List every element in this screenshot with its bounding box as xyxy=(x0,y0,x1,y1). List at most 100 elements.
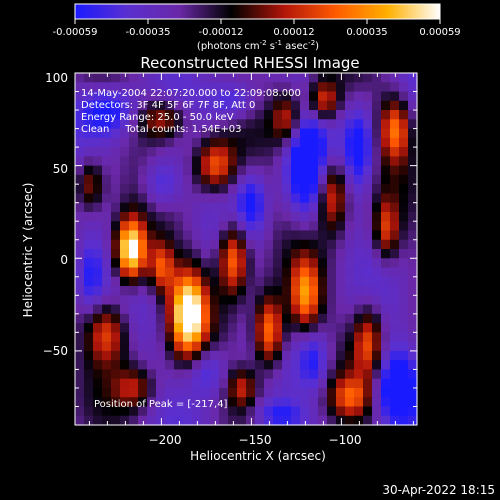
heatmap-cell xyxy=(345,249,355,259)
heatmap-cell xyxy=(75,137,85,148)
heatmap-cell xyxy=(210,313,220,324)
heatmap-cell xyxy=(210,100,220,111)
heatmap-cell xyxy=(138,249,148,259)
heatmap-cell xyxy=(354,267,364,278)
heatmap-cell xyxy=(156,350,166,361)
heatmap-cell xyxy=(408,100,418,111)
heatmap-cell xyxy=(354,211,364,222)
heatmap-cell xyxy=(363,100,373,111)
heatmap-cell xyxy=(192,378,202,389)
heatmap-cell xyxy=(273,156,283,167)
colorbar-ticks xyxy=(74,19,441,24)
heatmap-cell xyxy=(372,323,382,333)
heatmap-cell xyxy=(309,239,319,250)
heatmap-cell xyxy=(390,165,400,176)
heatmap-cell xyxy=(381,174,391,185)
heatmap-cell xyxy=(111,147,121,157)
heatmap-cell xyxy=(93,313,103,324)
heatmap-cell xyxy=(183,156,193,167)
heatmap-cell xyxy=(390,360,400,371)
heatmap-cell xyxy=(381,82,391,93)
heatmap-cell xyxy=(363,110,373,120)
heatmap-cell xyxy=(129,239,139,250)
heatmap-cell xyxy=(291,147,301,157)
heatmap-cell xyxy=(264,174,274,185)
heatmap-cell xyxy=(273,387,283,398)
heatmap-cell xyxy=(399,276,409,287)
heatmap-cell xyxy=(408,147,418,157)
heatmap-cell xyxy=(75,415,85,426)
heatmap-cell xyxy=(120,350,130,361)
heatmap-cell xyxy=(291,304,301,315)
heatmap-cell xyxy=(138,137,148,148)
heatmap-cell xyxy=(381,100,391,111)
heatmap-cell xyxy=(300,165,310,176)
heatmap-cell xyxy=(228,406,238,417)
colorbar-units: (photons cm-2 s-1 asec-2) xyxy=(197,39,319,52)
heatmap-cell xyxy=(102,91,112,102)
heatmap-cell xyxy=(399,369,409,380)
heatmap-cell xyxy=(138,91,148,102)
heatmap-cell xyxy=(408,360,418,371)
heatmap-cell xyxy=(75,267,85,278)
heatmap-cell xyxy=(264,267,274,278)
heatmap-cell xyxy=(345,202,355,213)
heatmap-cell xyxy=(354,73,364,83)
heatmap-cell xyxy=(408,350,418,361)
heatmap-cell xyxy=(84,73,94,83)
heatmap-cell xyxy=(264,313,274,324)
heatmap-cell xyxy=(381,387,391,398)
heatmap-cell xyxy=(102,137,112,148)
heatmap-cell xyxy=(255,295,265,306)
heatmap-cell xyxy=(327,360,337,371)
heatmap-cell xyxy=(228,397,238,408)
heatmap-cell xyxy=(372,406,382,417)
heatmap-cell xyxy=(300,193,310,204)
heatmap-cell xyxy=(372,100,382,111)
heatmap-cell xyxy=(129,286,139,296)
heatmap-cell xyxy=(129,82,139,93)
heatmap-cell xyxy=(156,82,166,93)
heatmap-cell xyxy=(363,323,373,333)
heatmap-cell xyxy=(84,332,94,343)
heatmap-cell xyxy=(399,323,409,333)
heatmap-cell xyxy=(201,304,211,315)
heatmap-cell xyxy=(201,295,211,306)
heatmap-cell xyxy=(210,406,220,417)
footer-timestamp: 30-Apr-2022 18:15 xyxy=(382,483,495,497)
heatmap-cell xyxy=(345,239,355,250)
heatmap-cell xyxy=(120,341,130,352)
heatmap-cell xyxy=(282,147,292,157)
heatmap-cell xyxy=(237,165,247,176)
heatmap-cell xyxy=(246,202,256,213)
heatmap-cell xyxy=(84,397,94,408)
heatmap-cell xyxy=(210,137,220,148)
heatmap-cell xyxy=(228,174,238,185)
heatmap-cell xyxy=(111,221,121,232)
heatmap-cell xyxy=(399,415,409,426)
heatmap-cell xyxy=(327,397,337,408)
heatmap-cell xyxy=(237,378,247,389)
heatmap-cell xyxy=(102,369,112,380)
heatmap-cell xyxy=(102,110,112,120)
heatmap-cell xyxy=(345,119,355,130)
heatmap-cell xyxy=(345,267,355,278)
heatmap-cell xyxy=(237,174,247,185)
heatmap-cell xyxy=(318,313,328,324)
heatmap-cell xyxy=(381,286,391,296)
heatmap-cell xyxy=(174,82,184,93)
heatmap-cell xyxy=(129,313,139,324)
heatmap-cell xyxy=(201,100,211,111)
heatmap-cell xyxy=(390,332,400,343)
heatmap-cell xyxy=(93,360,103,371)
heatmap-cell xyxy=(183,230,193,241)
heatmap-cell xyxy=(336,193,346,204)
heatmap-cell xyxy=(246,341,256,352)
heatmap-cell xyxy=(84,91,94,102)
heatmap-cell xyxy=(327,258,337,269)
heatmap-cell xyxy=(336,360,346,371)
heatmap-cell xyxy=(354,323,364,333)
heatmap-cell xyxy=(120,360,130,371)
heatmap-cell xyxy=(192,369,202,380)
heatmap-cell xyxy=(138,323,148,333)
